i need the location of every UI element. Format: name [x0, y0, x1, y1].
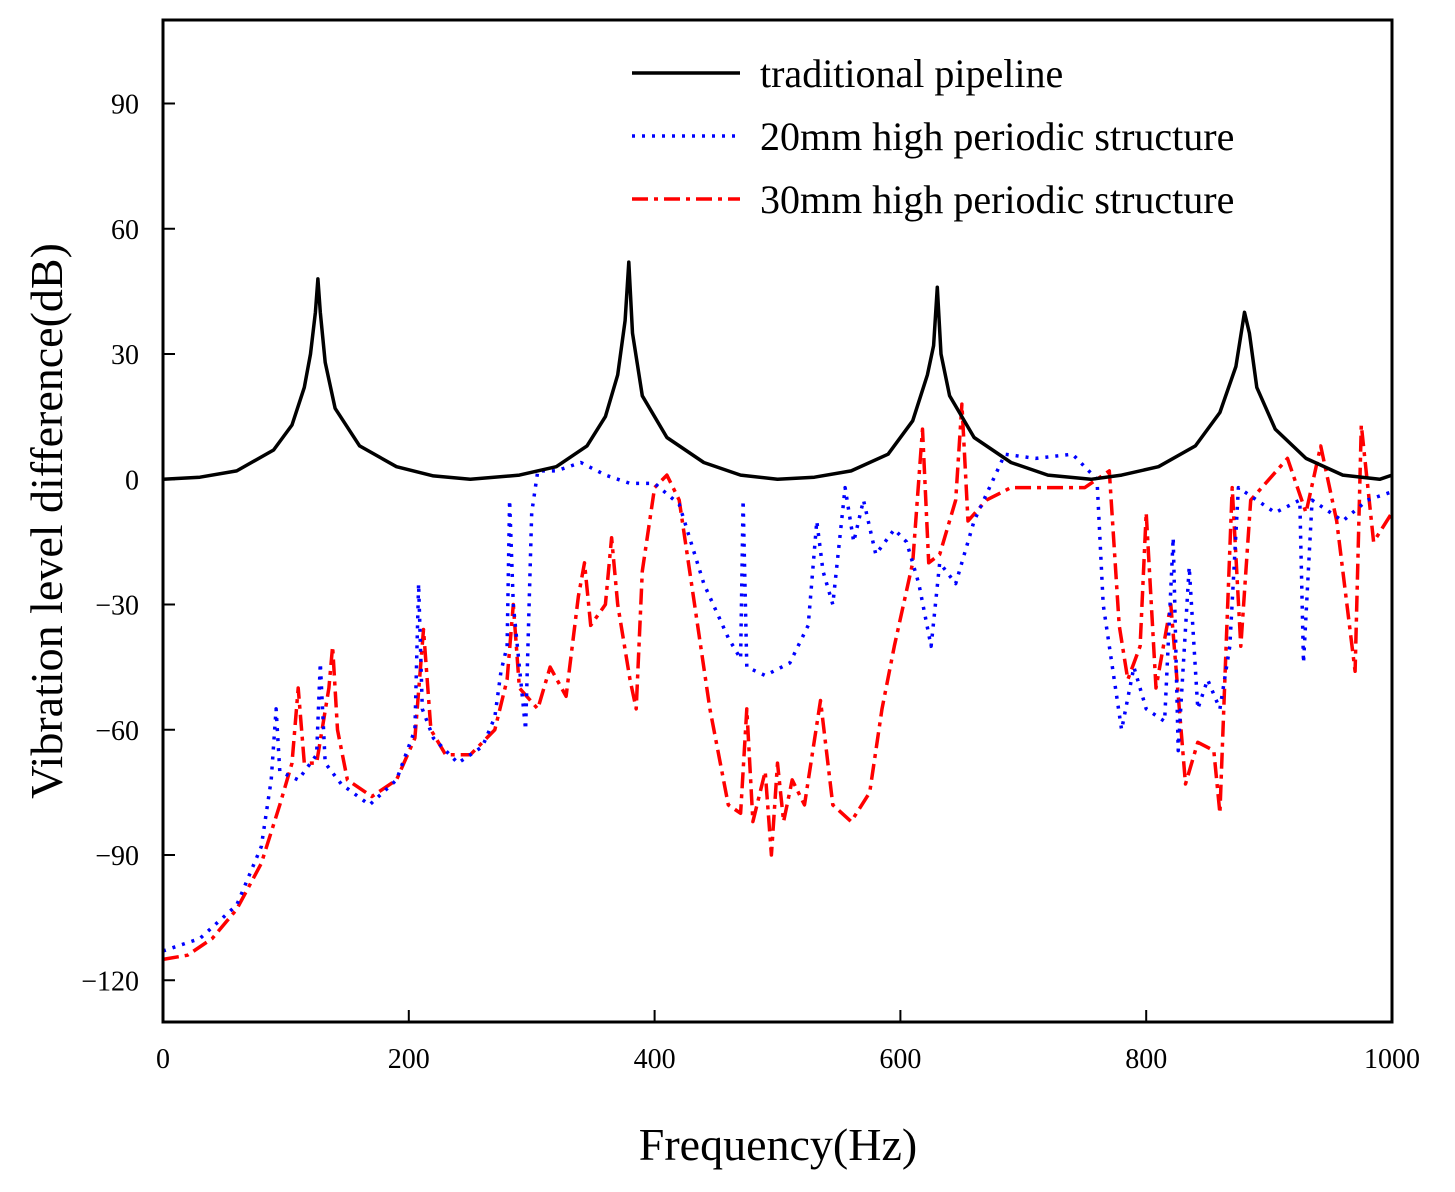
- legend-label: 30mm high periodic structure: [760, 177, 1234, 222]
- plot-frame: [161, 18, 1394, 1024]
- x-axis-label: Frequency(Hz): [639, 1119, 917, 1170]
- y-axis-label: Vibration level difference(dB): [21, 243, 72, 799]
- y-tick-label: 60: [111, 215, 139, 246]
- legend-label: 20mm high periodic structure: [760, 114, 1234, 159]
- y-tick-label: 90: [111, 90, 139, 121]
- legend-label: traditional pipeline: [760, 51, 1063, 96]
- x-tick-label: 800: [1125, 1044, 1167, 1075]
- y-tick-label: −90: [95, 841, 139, 872]
- x-tick-label: 400: [634, 1044, 676, 1075]
- y-tick-label: −30: [95, 591, 139, 622]
- y-tick-label: 0: [125, 465, 139, 496]
- x-tick-label: 0: [156, 1044, 170, 1075]
- series-line: [162, 452, 1393, 953]
- y-tick-label: −120: [81, 966, 139, 997]
- x-tick-label: 1000: [1364, 1044, 1420, 1075]
- y-tick-label: 30: [111, 340, 139, 371]
- x-tick-label: 200: [388, 1044, 430, 1075]
- series-line: [162, 260, 1393, 482]
- x-tick-label: 600: [879, 1044, 921, 1075]
- y-tick-label: −60: [95, 716, 139, 747]
